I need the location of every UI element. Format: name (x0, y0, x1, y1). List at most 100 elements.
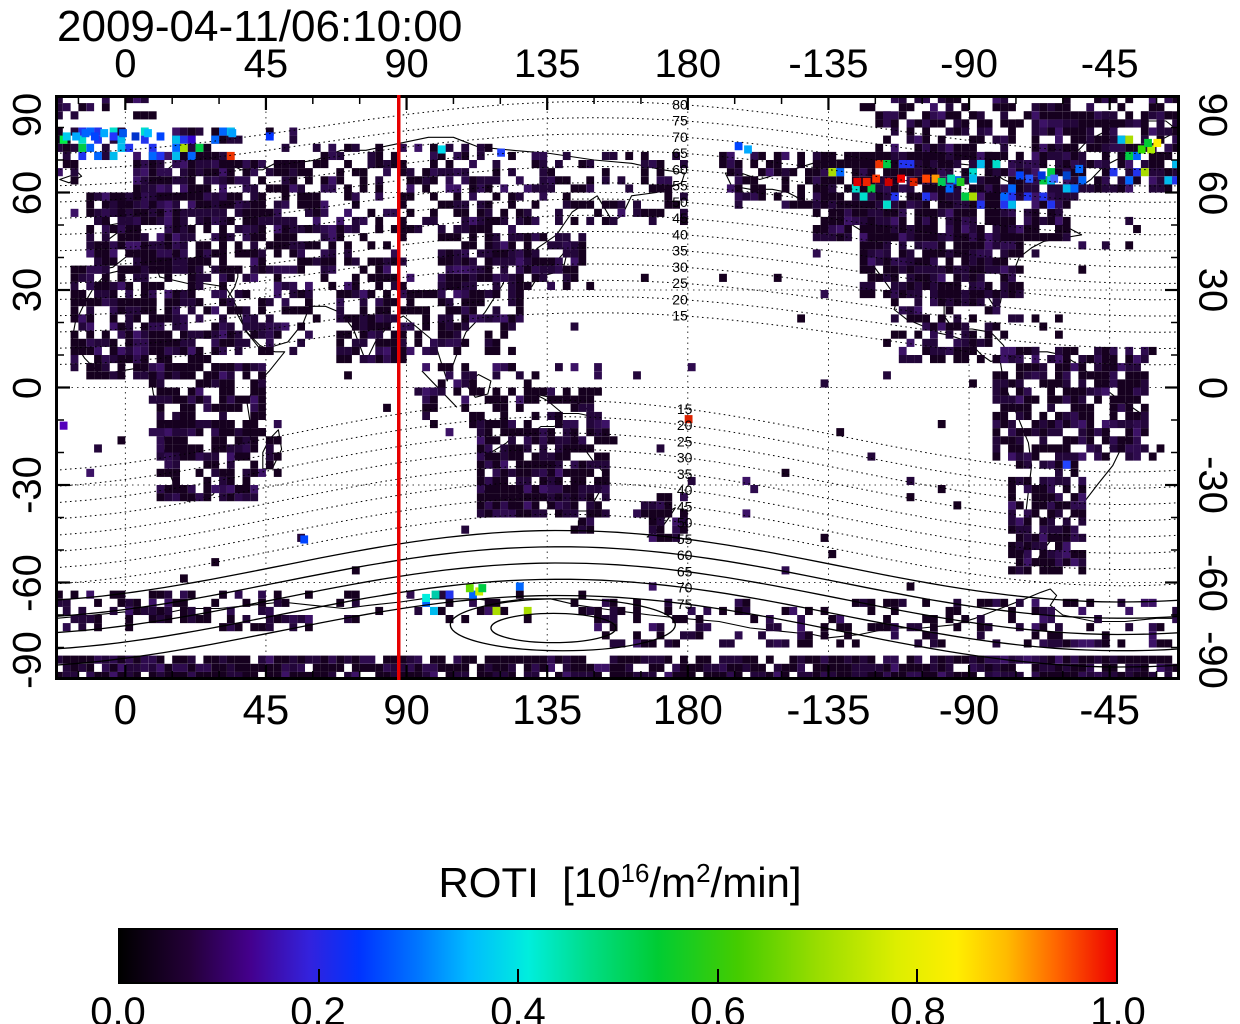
roti-cell (336, 168, 345, 177)
roti-cell (406, 184, 415, 193)
roti-cell (1125, 444, 1134, 453)
roti-cell (414, 330, 423, 339)
roti-cell (500, 403, 509, 412)
roti-cell (820, 168, 829, 177)
roti-cell (437, 273, 446, 282)
roti-cell (937, 151, 946, 161)
roti-cell (86, 330, 95, 339)
roti-cell (164, 663, 173, 672)
roti-cell (750, 176, 759, 185)
roti-cell (937, 281, 946, 291)
roti-cell (672, 151, 681, 161)
contour-north (55, 247, 1180, 301)
roti-cell (1086, 420, 1095, 429)
roti-cell (351, 566, 360, 575)
roti-cell (211, 371, 220, 380)
roti-cell (523, 387, 532, 396)
roti-cell (258, 208, 266, 217)
roti-cell (211, 346, 220, 356)
roti-cell (539, 452, 548, 461)
roti-cell (555, 460, 563, 469)
roti-cell (140, 241, 149, 250)
roti-cell (1055, 501, 1063, 510)
roti-cell (492, 371, 501, 380)
roti-cell (1008, 176, 1016, 185)
roti-cell (476, 208, 485, 217)
roti-cell (1070, 168, 1079, 177)
roti-cell (297, 338, 306, 347)
roti-cell (476, 184, 485, 193)
roti-cell (133, 355, 141, 364)
roti-cell (1172, 606, 1180, 616)
roti-cell (375, 671, 384, 680)
roti-cell (148, 298, 157, 307)
roti-cell (594, 615, 602, 624)
roti-cell (664, 176, 673, 185)
roti-cell (1086, 135, 1095, 144)
roti-cell (508, 281, 516, 291)
roti-cell (523, 663, 532, 672)
roti-cell (265, 298, 274, 307)
roti-cell (1148, 452, 1157, 461)
roti-cell (883, 655, 891, 664)
roti-cell (219, 346, 227, 356)
roti-cell (922, 598, 931, 607)
roti-cell (1070, 363, 1079, 372)
roti-cell (1109, 655, 1118, 664)
roti-cell (422, 411, 431, 421)
roti-cell (640, 168, 649, 177)
roti-cell (609, 151, 618, 161)
roti-cell (250, 444, 259, 453)
roti-cell (148, 314, 157, 323)
roti-cell (219, 493, 227, 502)
roti-cell (976, 119, 985, 128)
roti-cell (156, 379, 165, 388)
roti-cell (250, 233, 259, 242)
roti-cell (930, 330, 938, 339)
roti-cell (898, 200, 907, 209)
roti-cell (203, 151, 212, 161)
roti-cell (461, 168, 470, 177)
roti-cell (609, 436, 618, 445)
roti-cell (680, 615, 688, 624)
roti-cell (984, 330, 993, 339)
roti-cell (203, 306, 212, 315)
roti-cell (594, 452, 602, 461)
colorbar-tick-label: 0.0 (90, 990, 146, 1024)
roti-cell (953, 111, 962, 120)
roti-cell (1086, 160, 1095, 169)
roti-cell (898, 103, 907, 112)
roti-cell (945, 655, 954, 664)
roti-cell (476, 151, 485, 161)
roti-cell (750, 192, 759, 201)
roti-cell (969, 151, 977, 161)
roti-cell (648, 663, 657, 672)
roti-cell (133, 606, 141, 616)
roti-cell (1023, 550, 1032, 559)
roti-cell (398, 168, 407, 177)
roti-cell (515, 590, 524, 599)
roti-cell (180, 192, 188, 201)
roti-cell (867, 192, 876, 201)
roti-cell (992, 639, 1001, 648)
roti-cell (531, 249, 540, 258)
roti-cell (570, 428, 579, 437)
roti-cell (484, 184, 493, 193)
roti-cell (297, 671, 306, 680)
roti-cell (648, 208, 657, 217)
roti-cell (273, 436, 282, 445)
roti-cell (547, 168, 556, 177)
roti-cell (578, 436, 587, 445)
roti-cell (898, 598, 907, 607)
roti-cell (180, 143, 188, 152)
roti-cell (836, 216, 845, 226)
roti-cell (148, 363, 157, 372)
roti-cell (383, 314, 391, 323)
roti-cell (492, 501, 501, 510)
roti-cell (180, 257, 188, 266)
roti-cell (1140, 428, 1149, 437)
roti-cell (1094, 363, 1102, 372)
roti-cell (937, 208, 946, 217)
roti-cell (219, 225, 227, 234)
roti-cell (234, 452, 243, 461)
